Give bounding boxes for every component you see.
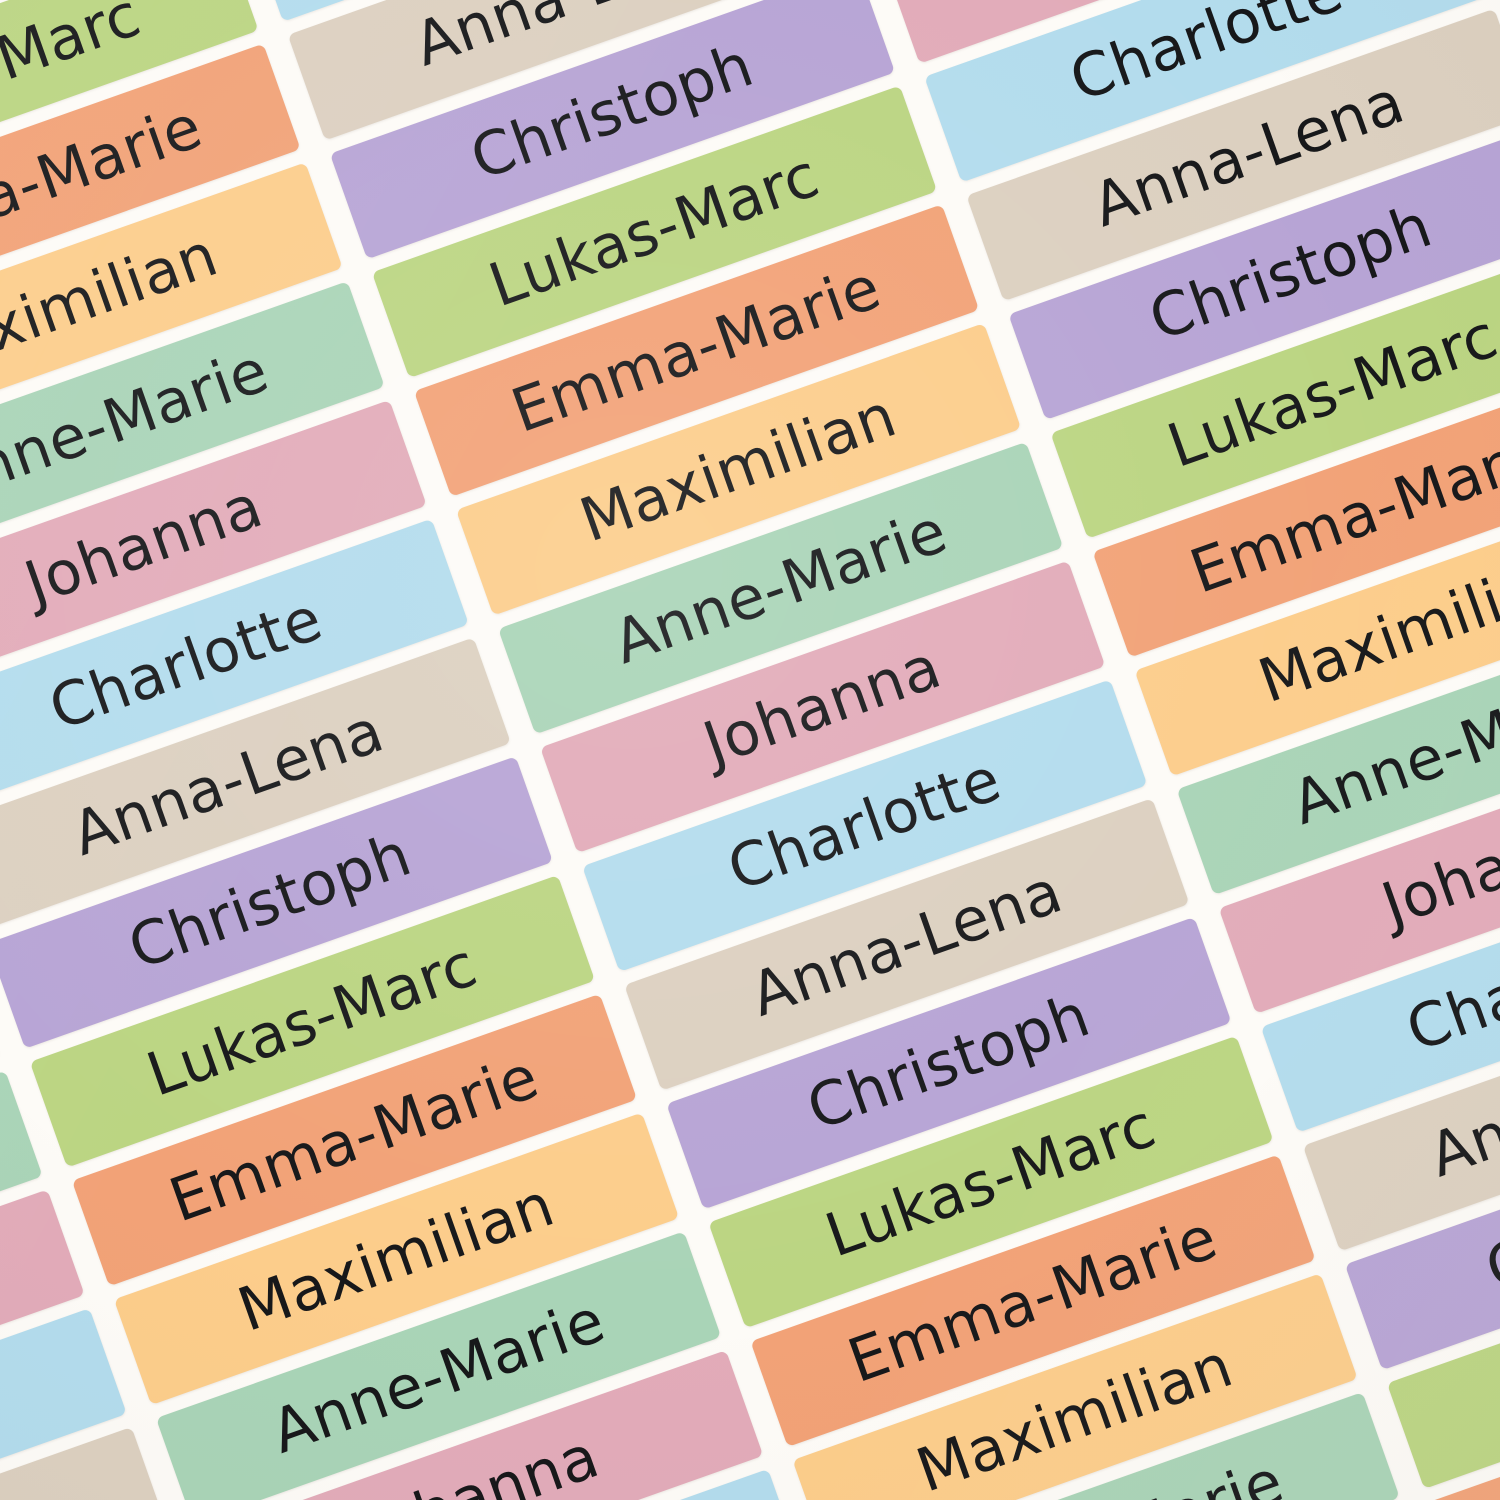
name-label-text: Anna-Lena <box>0 1485 50 1500</box>
